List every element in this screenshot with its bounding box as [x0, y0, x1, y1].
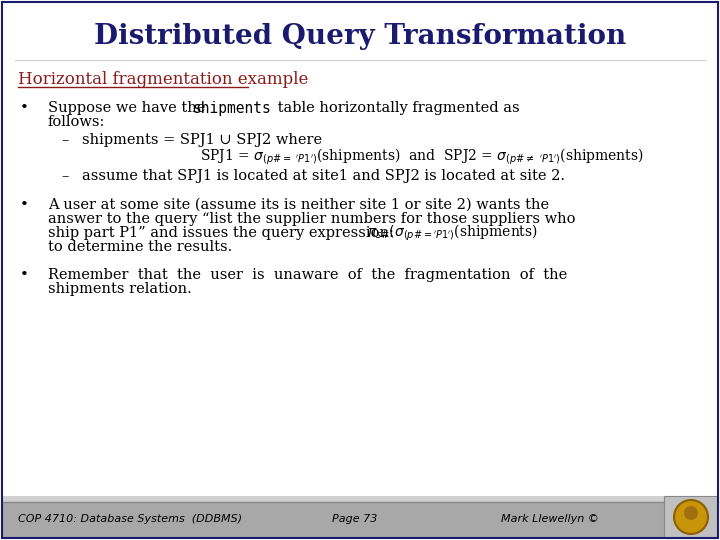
Text: ship part P1” and issues the query expression:: ship part P1” and issues the query expre… — [48, 226, 403, 240]
Text: SPJ1 = $\sigma_{(p\#=\ ^{\prime}P1^{\prime})}$(shipments)  and  SPJ2 = $\sigma_{: SPJ1 = $\sigma_{(p\#=\ ^{\prime}P1^{\pri… — [200, 147, 644, 167]
Text: Horizontal fragmentation example: Horizontal fragmentation example — [18, 71, 308, 89]
Text: shipments relation.: shipments relation. — [48, 282, 192, 296]
Text: $\pi_{s\#}(\sigma_{(p\#=^{\prime}P1^{\prime})}$(shipments): $\pi_{s\#}(\sigma_{(p\#=^{\prime}P1^{\pr… — [367, 223, 538, 243]
Text: table horizontally fragmented as: table horizontally fragmented as — [273, 101, 520, 115]
Text: –: – — [61, 169, 68, 183]
Text: Remember  that  the  user  is  unaware  of  the  fragmentation  of  the: Remember that the user is unaware of the… — [48, 268, 567, 282]
Bar — [2, 502, 718, 538]
Text: –: – — [61, 133, 68, 147]
Bar — [664, 496, 718, 538]
Text: Suppose we have the: Suppose we have the — [48, 101, 210, 115]
Text: Mark Llewellyn ©: Mark Llewellyn © — [501, 514, 599, 524]
Text: COP 4710: Database Systems  (DDBMS): COP 4710: Database Systems (DDBMS) — [18, 514, 242, 524]
Text: Page 73: Page 73 — [333, 514, 378, 524]
Circle shape — [674, 500, 708, 534]
Text: assume that SPJ1 is located at site1 and SPJ2 is located at site 2.: assume that SPJ1 is located at site1 and… — [82, 169, 565, 183]
Text: A user at some site (assume its is neither site 1 or site 2) wants the: A user at some site (assume its is neith… — [48, 198, 549, 212]
Text: shipments = SPJ1 ∪ SPJ2 where: shipments = SPJ1 ∪ SPJ2 where — [82, 133, 322, 147]
Text: •: • — [20, 198, 29, 212]
Text: shipments: shipments — [192, 100, 271, 116]
Text: •: • — [20, 101, 29, 115]
Text: to determine the results.: to determine the results. — [48, 240, 233, 254]
Text: answer to the query “list the supplier numbers for those suppliers who: answer to the query “list the supplier n… — [48, 212, 575, 226]
Circle shape — [684, 506, 698, 520]
Text: Distributed Query Transformation: Distributed Query Transformation — [94, 24, 626, 51]
Bar — [2, 496, 718, 502]
Text: follows:: follows: — [48, 115, 105, 129]
Text: •: • — [20, 268, 29, 282]
